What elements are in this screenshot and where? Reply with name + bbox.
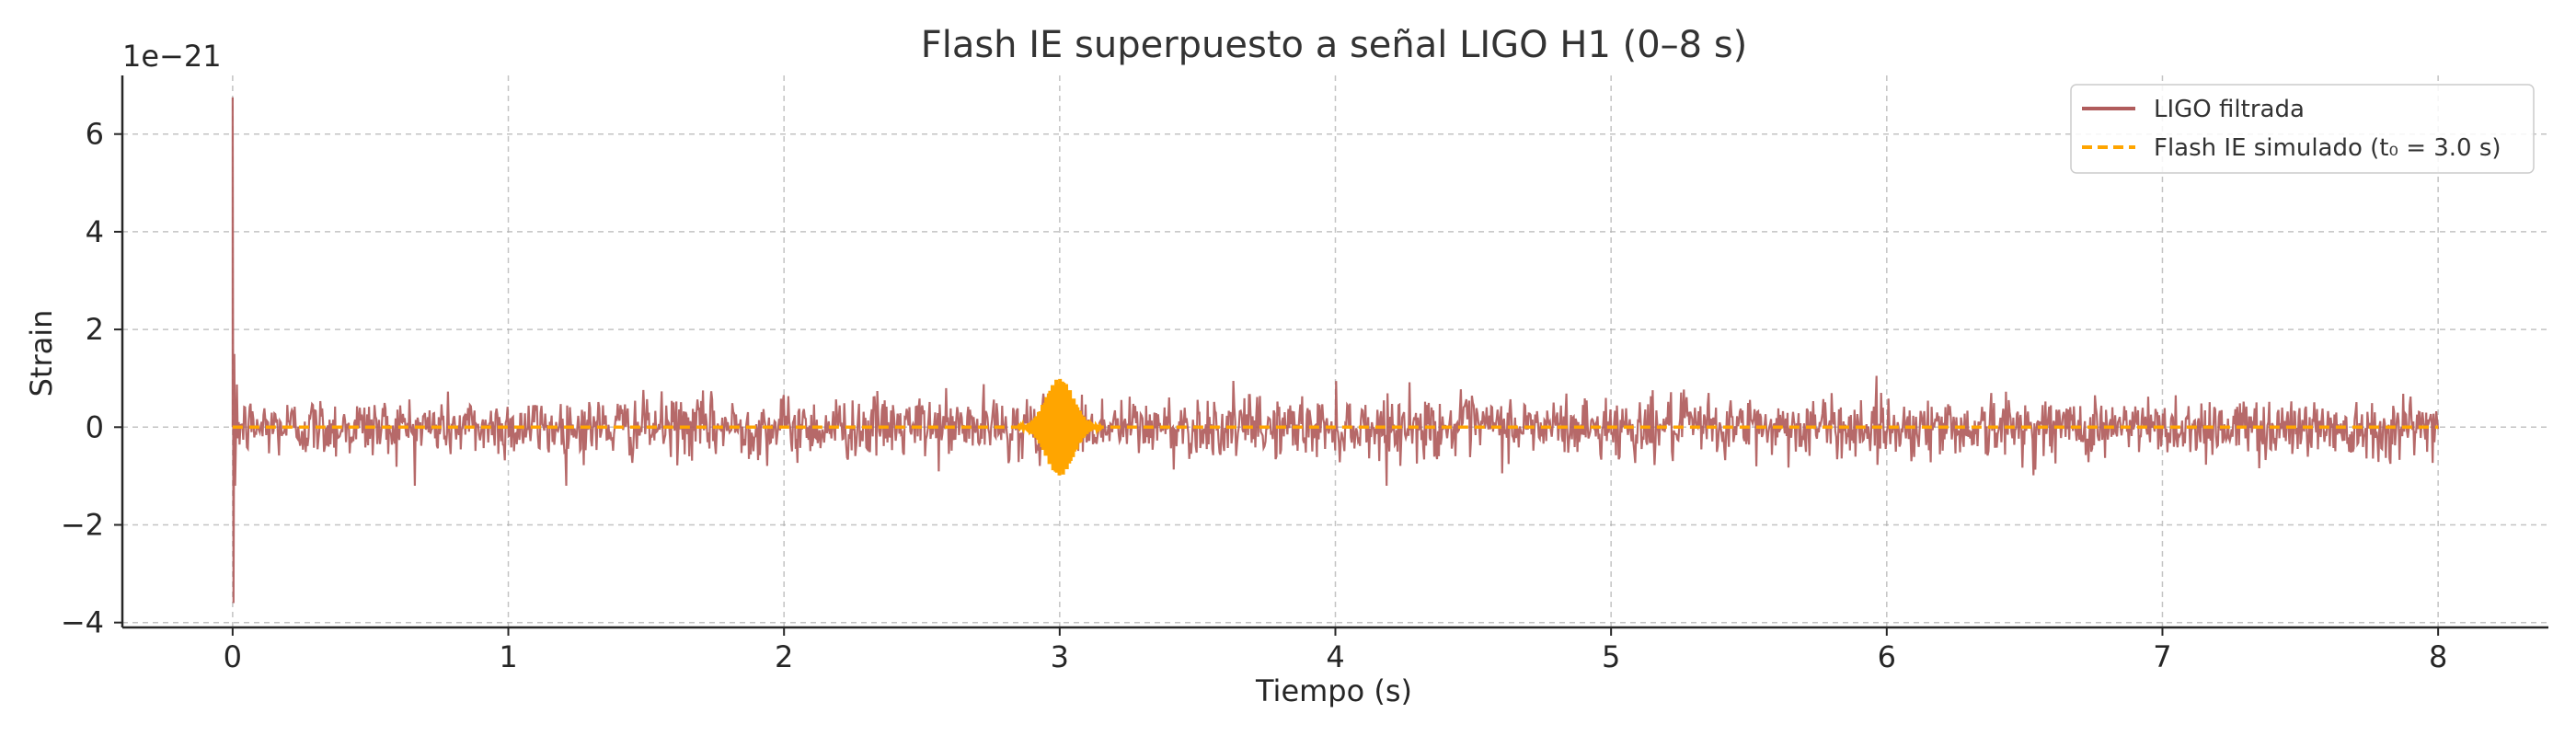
chart-title: Flash IE superpuesto a señal LIGO H1 (0–… [921,24,1748,66]
series-flash-ie-burst [1017,378,1103,476]
legend-label-ligo: LIGO filtrada [2154,96,2305,123]
legend: LIGO filtrada Flash IE simulado (t₀ = 3.… [2070,84,2535,174]
x-tick-label: 5 [1602,639,1620,674]
y-axis-offset-label: 1e−21 [122,39,222,74]
y-tick-label: 2 [86,312,104,347]
legend-frame [2070,84,2535,174]
grid [122,75,2548,627]
x-tick-label: 0 [224,639,242,674]
x-tick-label: 3 [1051,639,1069,674]
x-tick-label: 1 [499,639,517,674]
x-axis-label: Tiempo (s) [1255,673,1412,708]
y-tick-label: 0 [86,409,104,444]
plot-series [231,97,2440,604]
x-tick-label: 4 [1326,639,1344,674]
y-tick-label: 4 [86,214,104,249]
x-tick-label: 2 [775,639,793,674]
y-tick-label: −4 [61,605,104,640]
x-tick-label: 6 [1878,639,1896,674]
y-axis-label: Strain [24,310,59,397]
y-tick-label: −2 [61,507,104,542]
x-tick-label: 8 [2429,639,2447,674]
y-tick-label: 6 [86,117,104,152]
axis-ticks: 0 1 2 3 4 5 6 7 8 −4 −2 0 2 4 6 [61,117,2447,674]
legend-label-flash: Flash IE simulado (t₀ = 3.0 s) [2154,134,2501,162]
x-tick-label: 7 [2153,639,2171,674]
